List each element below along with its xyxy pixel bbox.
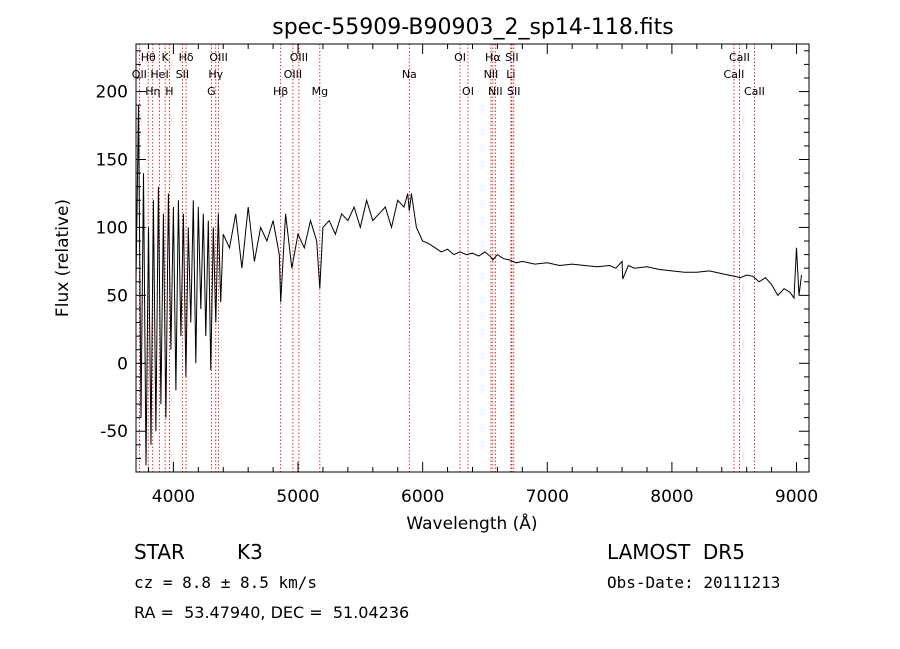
plot-frame (135, 43, 810, 473)
y-tick-label: 150 (96, 150, 128, 170)
emission-line-label: H (165, 85, 173, 98)
emission-line-label: Hγ (208, 68, 223, 81)
emission-line-label: Hη (145, 85, 160, 98)
y-tick-label: -50 (100, 422, 128, 442)
object-subclass: K3 (237, 540, 263, 564)
emission-line-label: CaII (729, 51, 750, 64)
emission-line-label: SII (507, 85, 520, 98)
emission-line-label: OIII (290, 51, 308, 64)
emission-line-label: SII (505, 51, 518, 64)
x-tick-label: 6000 (401, 487, 444, 507)
emission-line-label: OI (462, 85, 474, 98)
x-tick-label: 8000 (650, 487, 693, 507)
emission-line-label: Mg (312, 85, 328, 98)
emission-line-label: Na (402, 68, 417, 81)
spectrum-line (135, 105, 802, 466)
coordinates-readout: RA = 53.47940, DEC = 51.04236 (134, 603, 410, 622)
emission-line-label: Hα (485, 51, 501, 64)
emission-line-label: CaII (724, 68, 745, 81)
y-axis-label: Flux (relative) (53, 199, 73, 317)
spectrum-series (135, 105, 802, 466)
x-tick-label: 7000 (526, 487, 569, 507)
emission-line-label: G (207, 85, 216, 98)
x-tick-label: 4000 (152, 487, 195, 507)
emission-line-label: SII (176, 68, 189, 81)
x-tick-label: 9000 (775, 487, 818, 507)
axis-tick-labels: 4000 5000 6000 7000 8000 9000 -50 0 50 100 150 200 (96, 83, 819, 507)
emission-line-label: CaII (744, 85, 765, 98)
emission-line-label: K (162, 51, 170, 64)
emission-line-label: OIII (284, 68, 302, 81)
emission-line-label: OIII (209, 51, 227, 64)
emission-line-label: NII (488, 85, 503, 98)
emission-line-label: OI (454, 51, 466, 64)
emission-line-label: NII (484, 68, 499, 81)
emission-line-label: Hβ (273, 85, 288, 98)
emission-line-labels: Hθ K Hδ OIII OIII OI Hα SII CaII OII HeI SII Hγ OIII N… (132, 51, 765, 98)
survey-name: LAMOST DR5 (607, 540, 745, 564)
emission-line-label: OII (132, 68, 147, 81)
emission-line-label: HeI (150, 68, 168, 81)
redshift-readout: cz = 8.8 ± 8.5 km/s (134, 573, 318, 592)
y-tick-label: 0 (117, 354, 128, 374)
axis-ticks (136, 44, 809, 473)
x-axis-label: Wavelength (Å) (406, 512, 537, 534)
x-tick-label: 5000 (276, 487, 319, 507)
chart-title: spec-55909-B90903_2_sp14-118.fits (272, 15, 674, 40)
emission-line-markers (138, 44, 755, 472)
emission-line-label: Hδ (179, 51, 194, 64)
object-class: STAR (134, 540, 185, 564)
emission-line-label: Hθ (141, 51, 156, 64)
y-tick-label: 50 (106, 286, 128, 306)
y-tick-label: 100 (96, 218, 128, 238)
observation-date: Obs-Date: 20111213 (607, 573, 781, 592)
y-tick-label: 200 (96, 83, 128, 103)
emission-line-label: Li (506, 68, 515, 81)
